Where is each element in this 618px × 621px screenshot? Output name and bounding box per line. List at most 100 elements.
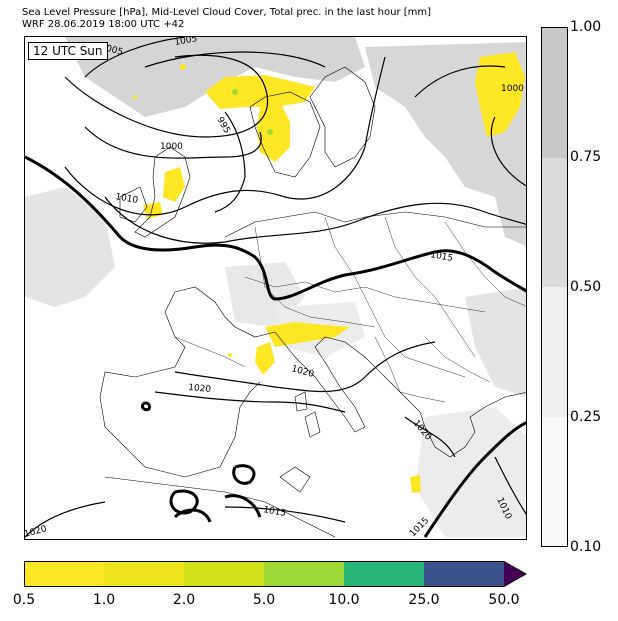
cloud-colorbar-tick-label: 1.00 (570, 19, 602, 35)
isobar (154, 391, 346, 413)
precip-heavy-layer (232, 89, 273, 135)
precip-area (265, 322, 350, 347)
isobar-1015 (169, 489, 199, 515)
cloud-colorbar-segment (542, 157, 567, 288)
coastline (99, 291, 261, 478)
isobar (84, 37, 186, 78)
precip-heavy-dot (232, 89, 238, 95)
cloud-colorbar-segment (542, 287, 567, 418)
isobar-label: 1005 (174, 37, 198, 48)
precip-colorbar-tick-label: 50.0 (488, 592, 520, 608)
cloud-colorbar-tick-label: 0.75 (570, 149, 602, 165)
cloud-patch (25, 187, 115, 307)
coastline (424, 392, 526, 458)
precip-area (475, 52, 525, 137)
cloud-colorbar-tick-label: 0.50 (570, 279, 602, 295)
isobar-1015 (173, 508, 212, 523)
precip-dot (180, 64, 186, 70)
precip-layer (133, 52, 525, 493)
border (254, 226, 376, 328)
cloud-patch (65, 37, 365, 117)
isobar (404, 416, 456, 458)
cloud-colorbar-tick-label: 0.25 (570, 409, 602, 425)
coastline (174, 286, 276, 338)
precip-colorbar-segment (264, 561, 345, 587)
chart-title: Sea Level Pressure [hPa], Mid-Level Clou… (22, 7, 432, 18)
precip-area (163, 167, 185, 202)
coastline (134, 146, 191, 238)
border (424, 336, 491, 383)
cloud-colorbar-tick-label: 0.10 (570, 539, 602, 555)
isobar-thick-layer (25, 155, 526, 538)
border (174, 336, 246, 368)
isobar (174, 341, 436, 392)
border (324, 216, 466, 378)
isobar (64, 54, 269, 138)
coastline (274, 331, 426, 433)
isobar-layer (25, 37, 526, 538)
coastline-layer (99, 66, 526, 538)
isobar (414, 65, 506, 98)
precip-colorbar-segment (344, 561, 425, 587)
isobar (224, 506, 346, 523)
precip-area (205, 75, 315, 109)
cloud-colorbar-segment (542, 416, 567, 546)
isobar-label: 1015 (262, 505, 286, 519)
precip-colorbar-tick-label: 1.0 (92, 592, 116, 608)
precip-colorbar-tick-label: 10.0 (328, 592, 360, 608)
isobar-1015 (141, 401, 151, 412)
precip-area (410, 475, 421, 493)
coastline (249, 91, 321, 178)
coastline (104, 476, 336, 538)
cloud-cover-colorbar (541, 27, 568, 547)
isobar (144, 51, 326, 68)
precip-colorbar-segment (184, 561, 265, 587)
isobar (490, 116, 526, 187)
border (444, 221, 526, 307)
isobar-1015 (224, 494, 262, 518)
isobar-label: 1020 (290, 364, 315, 380)
precip-colorbar-extend-arrow (504, 561, 526, 587)
cloud-colorbar-segment (542, 28, 567, 159)
precip-dot (133, 95, 137, 99)
isobar (64, 56, 386, 216)
precip-colorbar-segment (24, 561, 105, 587)
isobar-label: 1000 (501, 84, 524, 94)
isobar-label: 1000 (160, 142, 183, 152)
precip-colorbar-tick-label: 0.5 (12, 592, 36, 608)
border (384, 216, 476, 358)
coastline (279, 466, 311, 493)
isobar (494, 456, 526, 515)
precip-area (257, 102, 290, 162)
coastline (304, 411, 321, 438)
isobar-label: 1010 (114, 192, 139, 206)
map-canvas: 1005 1005 995 1000 1010 1000 1015 1020 1… (25, 37, 526, 540)
precip-colorbar (24, 561, 527, 587)
coastline (294, 391, 308, 412)
precip-colorbar-outline (24, 561, 527, 587)
precip-heavy-dot (267, 129, 273, 135)
isobar-label: 1015 (408, 516, 431, 539)
isobar-label: 1020 (188, 383, 212, 395)
precip-dot (228, 353, 232, 357)
precip-colorbar-tick-label: 2.0 (172, 592, 196, 608)
isobar (104, 196, 526, 244)
chart-subtitle: WRF 28.06.2019 18:00 UTC +42 (22, 19, 185, 30)
isobar (84, 126, 262, 159)
map-panel: 1005 1005 995 1000 1010 1000 1015 1020 1… (24, 36, 527, 540)
isobar-1015 (232, 464, 256, 485)
isobar-label: 1020 (25, 524, 48, 540)
isobar (214, 111, 246, 213)
precip-area (255, 342, 275, 375)
time-label: 12 UTC Sun (28, 42, 108, 60)
precip-colorbar-tick-label: 5.0 (252, 592, 276, 608)
border-layer (174, 216, 526, 403)
precip-colorbar-segment (104, 561, 185, 587)
precip-colorbar-segment (424, 561, 505, 587)
isobar-1015 (25, 155, 526, 301)
border (244, 276, 486, 313)
isobar (25, 501, 106, 538)
coastline (309, 66, 376, 168)
isobar-1015 (423, 421, 526, 538)
cloud-patch (465, 287, 526, 397)
